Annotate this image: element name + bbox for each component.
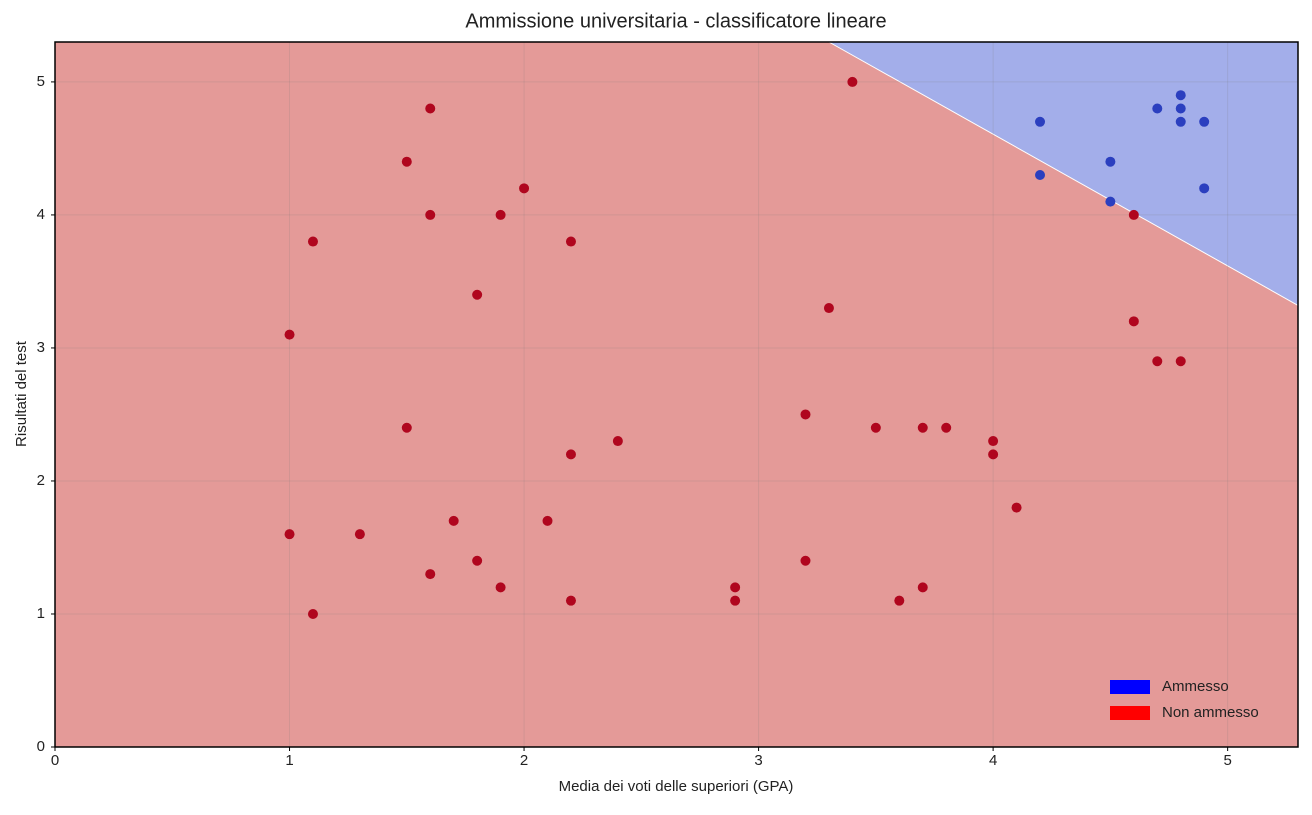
y-tick-label: 4 [37,206,45,223]
point [988,449,999,460]
point [1152,103,1163,114]
legend-swatch [1110,680,1150,694]
point [870,422,881,433]
point [284,329,295,340]
point [1105,156,1116,167]
x-tick-label: 0 [51,752,59,769]
point [1199,116,1210,127]
point [565,449,576,460]
point [425,209,436,220]
point [800,409,811,420]
y-tick-label: 5 [37,73,45,90]
x-tick-label: 3 [754,752,762,769]
point [917,582,928,593]
decision-boundary [828,41,1299,306]
plot-frame [54,41,1299,748]
chart-title: Ammissione universitaria - classificator… [465,10,886,32]
point [1175,116,1186,127]
point [1105,196,1116,207]
point [1152,356,1163,367]
x-axis-label: Media dei voti delle superiori (GPA) [559,778,794,795]
point [425,569,436,580]
y-tick-label: 3 [37,339,45,356]
point [448,515,459,526]
legend-label: Ammesso [1162,678,1229,695]
x-tick-label: 5 [1223,752,1231,769]
point [730,582,741,593]
x-tick-label: 1 [285,752,293,769]
point [1199,183,1210,194]
point [519,183,530,194]
point [1128,316,1139,327]
point [472,289,483,300]
point [1175,90,1186,101]
point [495,582,506,593]
point [401,156,412,167]
x-tick-label: 4 [989,752,997,769]
point [800,555,811,566]
point [284,529,295,540]
point [917,422,928,433]
y-axis-label: Risultati del test [13,340,30,447]
point [307,236,318,247]
point [542,515,553,526]
y-tick-label: 0 [37,738,45,755]
point [1128,209,1139,220]
point [472,555,483,566]
legend-label: Non ammesso [1162,704,1259,721]
point [495,209,506,220]
y-tick-label: 1 [37,605,45,622]
point [847,76,858,87]
point [307,608,318,619]
point [1175,103,1186,114]
point [1175,356,1186,367]
point [401,422,412,433]
x-tick-label: 2 [520,752,528,769]
point [941,422,952,433]
point [730,595,741,606]
y-tick-label: 2 [37,472,45,489]
point [988,436,999,447]
point [565,236,576,247]
point [565,595,576,606]
point [1011,502,1022,513]
point [425,103,436,114]
point [894,595,905,606]
point [354,529,365,540]
point [1035,116,1046,127]
point [823,303,834,314]
legend-swatch [1110,706,1150,720]
point [1035,170,1046,181]
point [612,436,623,447]
